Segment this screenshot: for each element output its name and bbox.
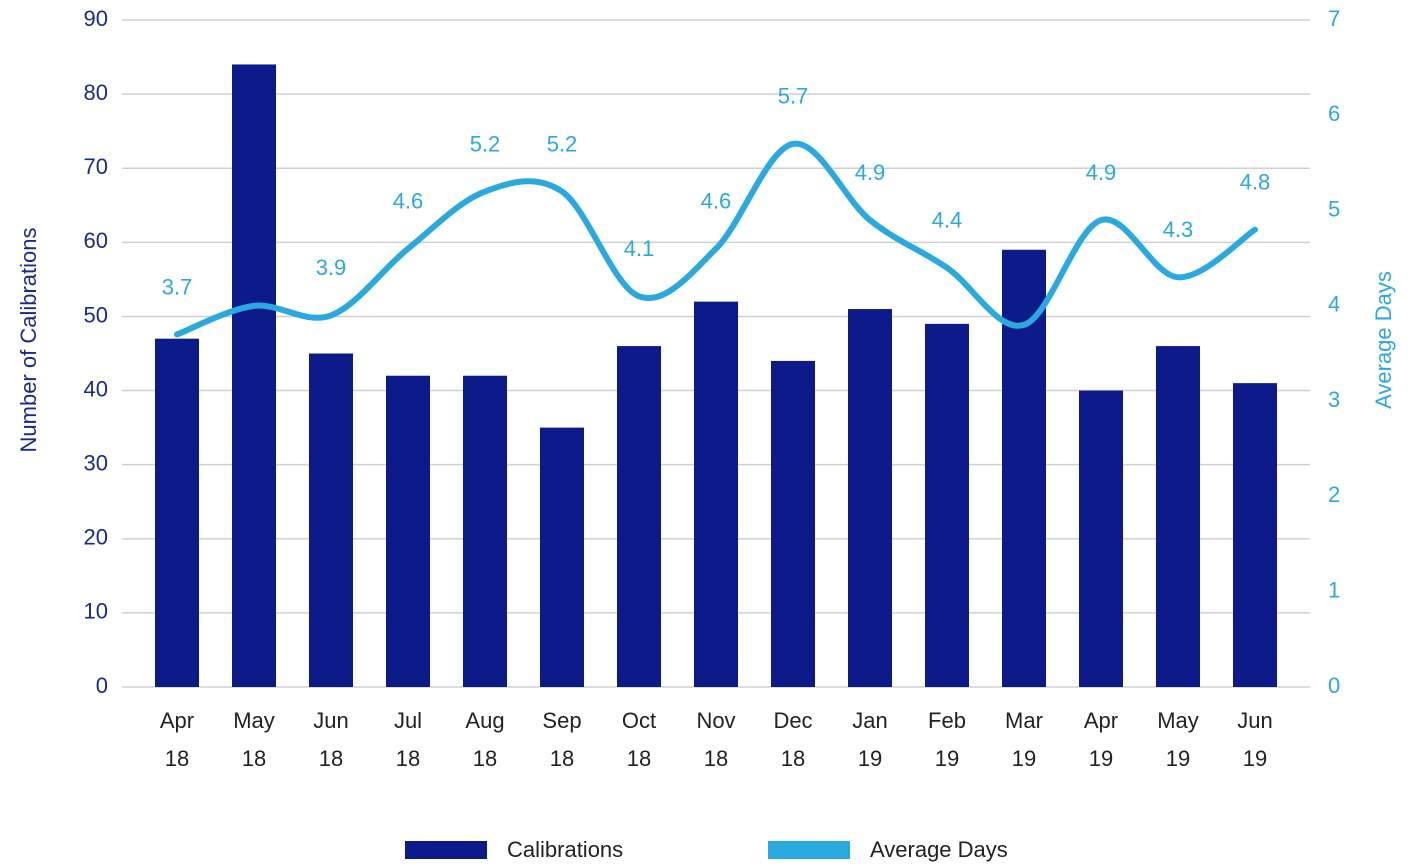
x-tick-line: 18 (396, 746, 420, 771)
x-tick-line: 18 (473, 746, 497, 771)
x-tick-line: Jul (394, 708, 422, 733)
data-label: 4.6 (701, 188, 732, 213)
x-tick-label: Aug 18 (465, 708, 504, 771)
x-tick-label: Nov 18 (696, 708, 735, 771)
x-tick-line: 18 (627, 746, 651, 771)
bar (694, 301, 738, 687)
legend-swatch (405, 841, 487, 859)
x-tick-line: 18 (704, 746, 728, 771)
x-tick-line: 19 (1243, 746, 1267, 771)
data-label: 5.7 (778, 84, 809, 109)
y2-axis-title: Average Days (1371, 271, 1396, 409)
data-label: 4.1 (624, 236, 655, 261)
y-axis-title: Number of Calibrations (16, 228, 41, 453)
x-tick-line: 19 (858, 746, 882, 771)
bar (771, 360, 815, 687)
data-label: 3.7 (162, 274, 193, 299)
y-tick-label: 70 (84, 154, 108, 179)
bar (1233, 383, 1277, 687)
line (174, 140, 1258, 338)
x-tick-label: May 18 (233, 708, 275, 771)
data-label: 4.4 (932, 208, 963, 233)
y2-tick-label: 0 (1328, 673, 1340, 698)
data-label: 4.9 (1086, 160, 1117, 185)
x-tick-line: 19 (935, 746, 959, 771)
bar (309, 353, 353, 687)
x-tick-line: Apr (160, 708, 194, 733)
y2-tick-label: 1 (1328, 578, 1340, 603)
data-label: 5.2 (470, 131, 501, 156)
x-tick-line: 18 (242, 746, 266, 771)
x-tick-label: Oct 18 (622, 708, 656, 771)
x-tick-label: Feb 19 (928, 708, 966, 771)
y2-tick-label: 6 (1328, 101, 1340, 126)
x-tick-label: Jun 19 (1237, 708, 1272, 771)
data-label: 3.9 (316, 255, 347, 280)
x-tick-line: Jan (852, 708, 887, 733)
x-tick-line: Jun (313, 708, 348, 733)
x-tick-line: Mar (1005, 708, 1043, 733)
x-tick-line: Jun (1237, 708, 1272, 733)
data-label: 4.3 (1163, 217, 1194, 242)
bar (540, 427, 584, 687)
data-label: 4.9 (855, 160, 886, 185)
bar (155, 338, 199, 687)
x-tick-line: 19 (1089, 746, 1113, 771)
y-tick-label: 90 (84, 6, 108, 31)
x-tick-label: Jun 18 (313, 708, 348, 771)
x-tick-label: May 19 (1157, 708, 1199, 771)
x-tick-label: Sep 18 (542, 708, 581, 771)
x-tick-line: Nov (696, 708, 735, 733)
y-tick-label: 10 (84, 599, 108, 624)
y2-tick-label: 2 (1328, 482, 1340, 507)
x-tick-line: 19 (1012, 746, 1036, 771)
x-tick-line: Aug (465, 708, 504, 733)
bar (232, 64, 276, 687)
x-tick-line: May (233, 708, 275, 733)
x-tick-line: Sep (542, 708, 581, 733)
bar (617, 346, 661, 687)
y2-tick-label: 3 (1328, 387, 1340, 412)
x-tick-line: Feb (928, 708, 966, 733)
legend-swatch (768, 841, 850, 859)
x-tick-label: Mar 19 (1005, 708, 1043, 771)
bar (1079, 390, 1123, 687)
y-tick-label: 60 (84, 228, 108, 253)
legend-label: Calibrations (507, 837, 623, 862)
bar (1156, 346, 1200, 687)
bar (463, 375, 507, 687)
x-tick-line: Dec (773, 708, 812, 733)
bar (925, 323, 969, 687)
bar (386, 375, 430, 687)
x-tick-line: 18 (550, 746, 574, 771)
x-tick-label: Apr 18 (160, 708, 194, 771)
y2-tick-label: 5 (1328, 196, 1340, 221)
bar (848, 309, 892, 687)
legend-label: Average Days (870, 837, 1008, 862)
x-tick-label: Apr 19 (1084, 708, 1118, 771)
x-tick-label: Jul 18 (394, 708, 422, 771)
data-label: 4.6 (393, 188, 424, 213)
x-tick-line: 18 (781, 746, 805, 771)
data-label: 5.2 (547, 131, 578, 156)
x-tick-label: Jan 19 (852, 708, 887, 771)
y-tick-label: 40 (84, 376, 108, 401)
y-tick-label: 20 (84, 525, 108, 550)
x-tick-line: 19 (1166, 746, 1190, 771)
y-tick-label: 30 (84, 450, 108, 475)
data-label: 4.8 (1240, 169, 1271, 194)
x-tick-label: Dec 18 (773, 708, 812, 771)
y-tick-label: 0 (96, 673, 108, 698)
y2-tick-label: 7 (1328, 6, 1340, 31)
x-tick-line: Apr (1084, 708, 1118, 733)
y2-tick-label: 4 (1328, 292, 1340, 317)
x-tick-line: Oct (622, 708, 656, 733)
x-tick-line: May (1157, 708, 1199, 733)
x-tick-line: 18 (165, 746, 189, 771)
y-tick-label: 80 (84, 80, 108, 105)
y-tick-label: 50 (84, 302, 108, 327)
x-tick-line: 18 (319, 746, 343, 771)
